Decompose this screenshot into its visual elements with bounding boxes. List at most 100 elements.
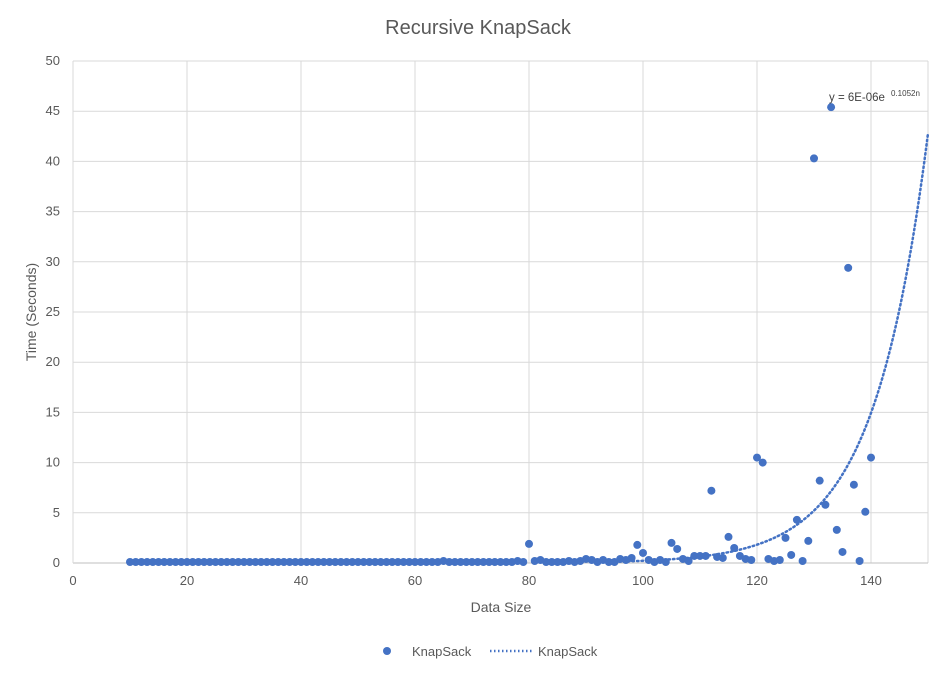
data-point xyxy=(279,558,288,566)
trendline-equation: y = 6E-06e 0.1052n xyxy=(829,89,920,104)
y-tick-label: 5 xyxy=(53,505,60,520)
data-point xyxy=(245,558,254,566)
data-point xyxy=(422,558,431,566)
data-point xyxy=(468,558,476,566)
data-point xyxy=(849,480,858,489)
data-point xyxy=(354,558,362,566)
y-tick-label: 35 xyxy=(46,204,60,219)
data-point xyxy=(154,558,163,566)
y-tick-label: 50 xyxy=(46,53,60,68)
data-point xyxy=(844,263,853,272)
trendline-equation-exponent: 0.1052n xyxy=(891,89,920,98)
data-point xyxy=(382,558,391,566)
data-point xyxy=(462,558,471,566)
legend: KnapSack KnapSack xyxy=(383,644,598,659)
gridlines xyxy=(73,60,929,563)
data-point xyxy=(525,539,533,548)
data-point xyxy=(257,558,266,566)
data-point xyxy=(126,558,134,566)
data-point xyxy=(445,558,454,566)
data-point xyxy=(667,538,676,547)
data-point xyxy=(633,540,642,549)
data-point xyxy=(205,558,214,566)
data-point xyxy=(376,558,385,566)
y-tick-label: 30 xyxy=(46,254,60,269)
data-point xyxy=(165,558,174,566)
data-point xyxy=(228,558,237,566)
data-point xyxy=(405,558,414,566)
data-point xyxy=(268,558,277,566)
data-point xyxy=(308,558,317,566)
data-point xyxy=(319,558,328,566)
data-point xyxy=(188,558,197,566)
x-tick-label: 120 xyxy=(746,573,768,588)
data-point xyxy=(496,558,505,566)
data-point xyxy=(399,558,408,566)
data-point xyxy=(832,525,841,534)
data-point xyxy=(160,558,169,566)
data-point xyxy=(131,558,140,566)
data-point xyxy=(428,558,437,566)
trendline-equation-text: y = 6E-06e xyxy=(829,92,885,104)
data-point xyxy=(388,558,397,566)
x-tick-label: 0 xyxy=(69,573,76,588)
data-point xyxy=(473,558,482,566)
data-point xyxy=(827,103,836,112)
y-tick-label: 0 xyxy=(53,555,60,570)
data-point xyxy=(183,558,191,566)
y-tick-label: 20 xyxy=(46,354,60,369)
data-point xyxy=(365,558,374,566)
data-point xyxy=(724,532,733,541)
data-point xyxy=(730,543,739,552)
data-point xyxy=(553,558,562,566)
data-point xyxy=(690,551,699,560)
data-point xyxy=(519,558,528,566)
data-point xyxy=(342,558,351,566)
data-point xyxy=(331,558,340,566)
data-point xyxy=(838,547,847,556)
data-point xyxy=(348,558,357,566)
y-tick-label: 25 xyxy=(46,304,60,319)
data-point xyxy=(171,558,180,566)
data-point xyxy=(416,558,425,566)
data-point xyxy=(314,558,323,566)
data-point xyxy=(490,558,499,566)
data-point xyxy=(479,558,488,566)
data-point xyxy=(411,558,419,566)
data-point xyxy=(821,500,830,509)
data-point xyxy=(787,550,796,559)
data-point xyxy=(781,533,790,542)
data-point xyxy=(798,556,807,565)
x-tick-label: 100 xyxy=(632,573,654,588)
data-point xyxy=(753,453,761,462)
data-point xyxy=(867,453,875,462)
data-point xyxy=(485,558,494,566)
data-points xyxy=(126,103,875,566)
x-tick-label: 40 xyxy=(294,573,308,588)
legend-label-points: KnapSack xyxy=(412,644,472,659)
data-point xyxy=(143,558,152,566)
data-point xyxy=(240,558,248,566)
data-point xyxy=(234,558,243,566)
chart-title: Recursive KnapSack xyxy=(385,17,572,39)
trendline-layer xyxy=(613,132,930,563)
data-point xyxy=(604,558,613,566)
data-point xyxy=(371,558,380,566)
data-point xyxy=(297,558,305,566)
legend-label-trendline: KnapSack xyxy=(538,644,598,659)
data-point xyxy=(200,558,209,566)
data-point xyxy=(148,558,157,566)
data-point xyxy=(456,558,465,566)
data-point xyxy=(262,558,271,566)
data-point xyxy=(627,553,636,562)
x-tick-label: 80 xyxy=(522,573,536,588)
data-point xyxy=(542,558,551,566)
data-point xyxy=(222,558,231,566)
data-point xyxy=(707,486,716,495)
data-point xyxy=(855,556,864,565)
data-point xyxy=(450,558,459,566)
data-point xyxy=(696,551,704,560)
data-point xyxy=(336,558,345,566)
